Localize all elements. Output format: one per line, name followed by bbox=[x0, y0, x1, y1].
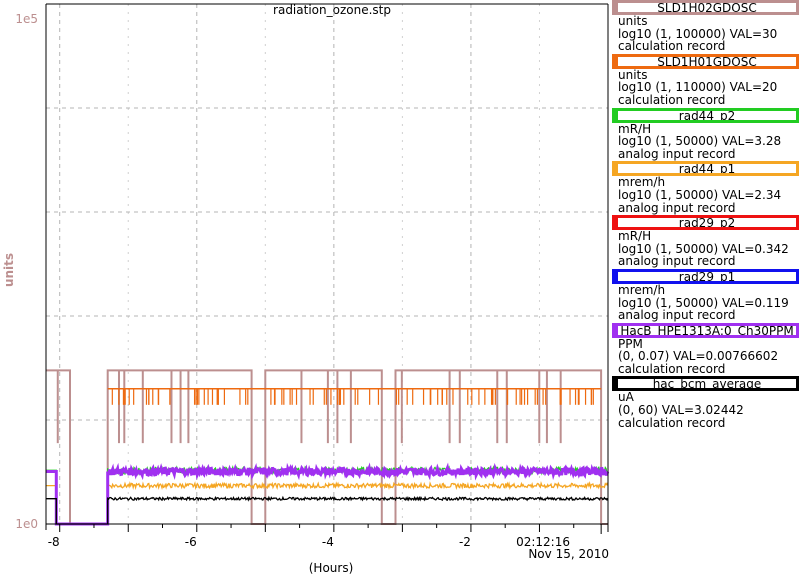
legend-entry-rad44_p1[interactable]: rad44_p1 mrem/h log10 (1, 50000) VAL=2.34 a… bbox=[612, 161, 800, 214]
series-rad44_p2 bbox=[46, 464, 609, 525]
legend-range: log10 (1, 100000) VAL=30 bbox=[618, 26, 778, 41]
legend-name-SLD1H02GDOSC[interactable]: SLD1H02GDOSC bbox=[612, 0, 799, 15]
x-tick-label-2: -4 bbox=[322, 535, 334, 549]
legend-entry-rad44_p2[interactable]: rad44_p2 mR/H log10 (1, 50000) VAL=3.28 ana… bbox=[612, 107, 800, 161]
legend-entry-hac_bcm_average[interactable]: hac_bcm_average uA (0, 60) VAL=3.02442 calc… bbox=[612, 376, 800, 429]
legend-name-rad29_p2[interactable]: rad29_p2 bbox=[612, 215, 799, 231]
series-hac_bcm_average bbox=[46, 495, 609, 525]
legend-units: mrem/h bbox=[618, 282, 666, 297]
legend-range: log10 (1, 50000) VAL=2.34 bbox=[618, 187, 782, 202]
legend-record: analog input record bbox=[618, 254, 736, 269]
end-date-label: Nov 15, 2010 bbox=[528, 547, 609, 561]
legend-entry-SLD1H01GDOSC[interactable]: SLD1H01GDOSC units log10 (1, 110000) VAL=2… bbox=[612, 53, 800, 107]
legend-range: log10 (1, 50000) VAL=0.119 bbox=[618, 295, 789, 310]
legend-units: mrem/h bbox=[618, 175, 666, 190]
y-axis-max-label: 1e5 bbox=[15, 12, 38, 26]
legend-record: calculation record bbox=[618, 39, 726, 54]
legend-name-rad44_p2[interactable]: rad44_p2 bbox=[612, 107, 799, 123]
legend-entry-HacB_HPE1313A:0_Ch30PPM[interactable]: HacB_HPE1313A:0_Ch30PPM PPM (0, 0.07) VAL=… bbox=[612, 322, 800, 376]
legend-units: mR/H bbox=[618, 121, 652, 136]
legend: SLD1H02GDOSC units log10 (1, 100000) VAL=3… bbox=[612, 0, 800, 578]
x-axis-label: (Hours) bbox=[309, 561, 354, 575]
series-HacB_HPE1313A:0_Ch30PPM bbox=[46, 462, 610, 526]
legend-units: PPM bbox=[618, 336, 643, 351]
legend-name-rad29_p1[interactable]: rad29_p1 bbox=[612, 268, 799, 284]
x-tick-label-0: -8 bbox=[48, 535, 60, 549]
legend-entry-rad29_p1[interactable]: rad29_p1 mrem/h log10 (1, 50000) VAL=0.119… bbox=[612, 268, 800, 323]
legend-record: calculation record bbox=[618, 361, 726, 376]
axes bbox=[45, 3, 609, 534]
legend-units: units bbox=[618, 67, 648, 82]
legend-name-SLD1H01GDOSC[interactable]: SLD1H01GDOSC bbox=[612, 53, 799, 69]
series-layer bbox=[46, 369, 610, 526]
legend-units: uA bbox=[618, 390, 634, 405]
legend-entry-SLD1H02GDOSC[interactable]: SLD1H02GDOSC units log10 (1, 100000) VAL=3… bbox=[612, 0, 800, 53]
legend-range: log10 (1, 50000) VAL=0.342 bbox=[618, 241, 789, 256]
y-axis-label: units bbox=[2, 253, 16, 287]
legend-units: units bbox=[618, 14, 648, 28]
legend-record: calculation record bbox=[618, 415, 726, 430]
x-tick-label-1: -6 bbox=[185, 535, 197, 549]
x-tick-labels: -8 -6 -4 -2 bbox=[48, 535, 471, 549]
chart: radiation_ozone.stp 1e5 1e0 units (Hours… bbox=[2, 3, 610, 575]
legend-name-rad44_p1[interactable]: rad44_p1 bbox=[612, 161, 799, 177]
legend-record: calculation record bbox=[618, 92, 726, 107]
grid bbox=[46, 4, 608, 524]
legend-range: (0, 60) VAL=3.02442 bbox=[618, 403, 744, 418]
chart-title: radiation_ozone.stp bbox=[273, 3, 391, 17]
series-rad44_p1 bbox=[46, 481, 609, 525]
legend-range: (0, 0.07) VAL=0.00766602 bbox=[618, 349, 779, 364]
legend-name-HacB_HPE1313A:0_Ch30PPM[interactable]: HacB_HPE1313A:0_Ch30PPM bbox=[612, 322, 799, 338]
x-tick-label-3: -2 bbox=[459, 535, 471, 549]
legend-units: mR/H bbox=[618, 229, 652, 244]
legend-range: log10 (1, 50000) VAL=3.28 bbox=[618, 134, 782, 149]
legend-range: log10 (1, 110000) VAL=20 bbox=[618, 80, 778, 95]
y-axis-min-label: 1e0 bbox=[15, 517, 38, 531]
end-time-label: 02:12:16 bbox=[516, 535, 570, 549]
legend-name-hac_bcm_average[interactable]: hac_bcm_average bbox=[612, 376, 799, 392]
legend-record: analog input record bbox=[618, 200, 736, 215]
legend-record: analog input record bbox=[618, 308, 736, 323]
legend-entry-rad29_p2[interactable]: rad29_p2 mR/H log10 (1, 50000) VAL=0.342 an… bbox=[612, 215, 800, 268]
legend-record: analog input record bbox=[618, 146, 736, 161]
